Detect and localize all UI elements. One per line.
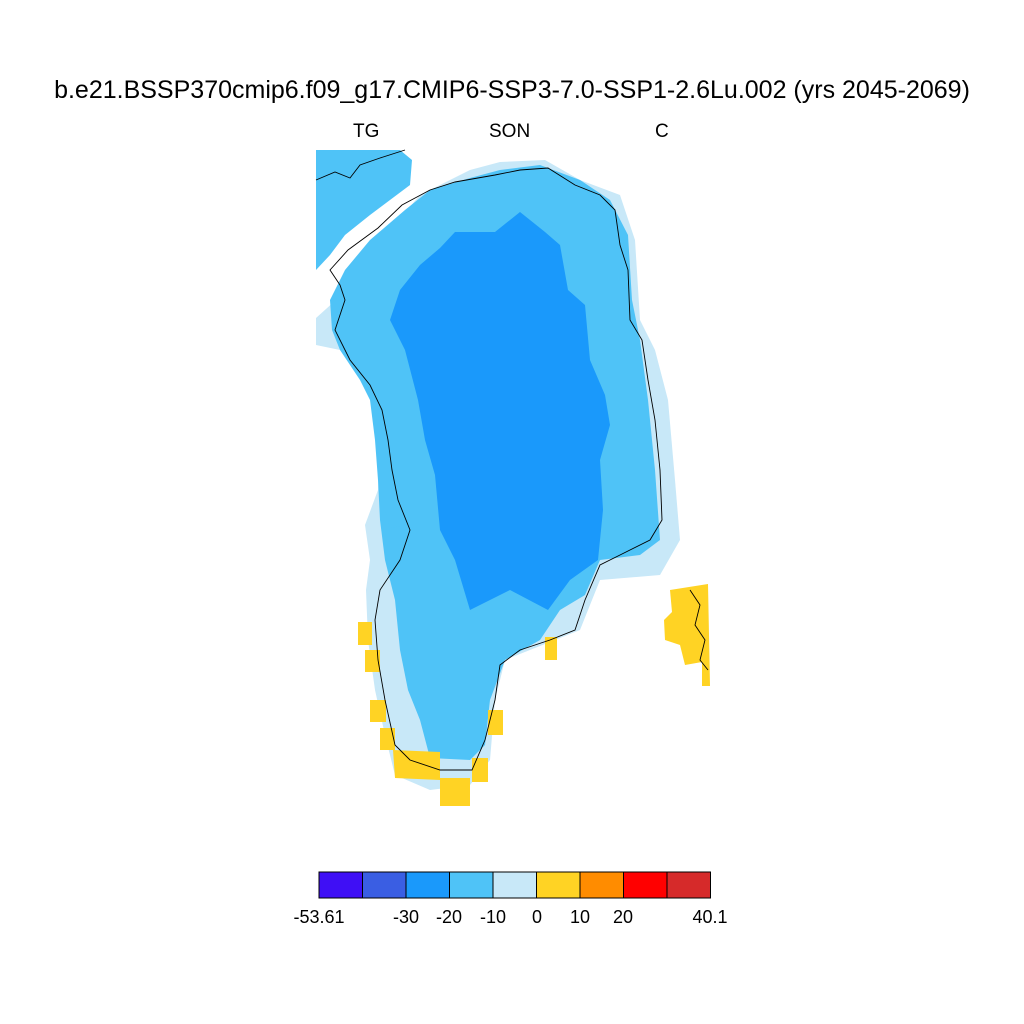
colorbar-swatch bbox=[405, 871, 450, 899]
colorbar-tick-label: 20 bbox=[613, 907, 633, 927]
colorbar-tick-label: -30 bbox=[393, 907, 419, 927]
colorbar-swatch bbox=[449, 871, 494, 899]
variable-label: TG bbox=[353, 121, 380, 142]
colorbar-tick-label: 40.1 bbox=[692, 907, 727, 927]
colorbar-swatch bbox=[579, 871, 624, 899]
colorbar-tick-label: 0 bbox=[532, 907, 542, 927]
colorbar-swatch bbox=[492, 871, 537, 899]
plot-title: b.e21.BSSP370cmip6.f09_g17.CMIP6-SSP3-7.… bbox=[54, 76, 970, 104]
map-fields bbox=[316, 150, 710, 806]
region-nw-patch bbox=[316, 150, 412, 270]
colorbar-swatch bbox=[536, 871, 581, 899]
colorbar: -53.61 -30 -20 -10 0 10 20 40.1 bbox=[293, 871, 728, 927]
colorbar-tick-label: -53.61 bbox=[293, 907, 344, 927]
season-label: SON bbox=[489, 121, 531, 142]
units-label: C bbox=[655, 121, 669, 142]
colorbar-swatch bbox=[362, 871, 407, 899]
colorbar-swatch bbox=[318, 871, 363, 899]
colorbar-swatch bbox=[623, 871, 668, 899]
colorbar-tick-label: -10 bbox=[480, 907, 506, 927]
coastline bbox=[329, 167, 663, 771]
colorbar-swatch bbox=[666, 871, 711, 899]
coastline-nw bbox=[315, 149, 406, 181]
coastline-east-island bbox=[689, 589, 709, 671]
colorbar-tick-label: -20 bbox=[436, 907, 462, 927]
region-west-patch bbox=[385, 500, 410, 528]
region-minus30-to-minus20 bbox=[390, 212, 610, 610]
colorbar-tick-label: 10 bbox=[570, 907, 590, 927]
